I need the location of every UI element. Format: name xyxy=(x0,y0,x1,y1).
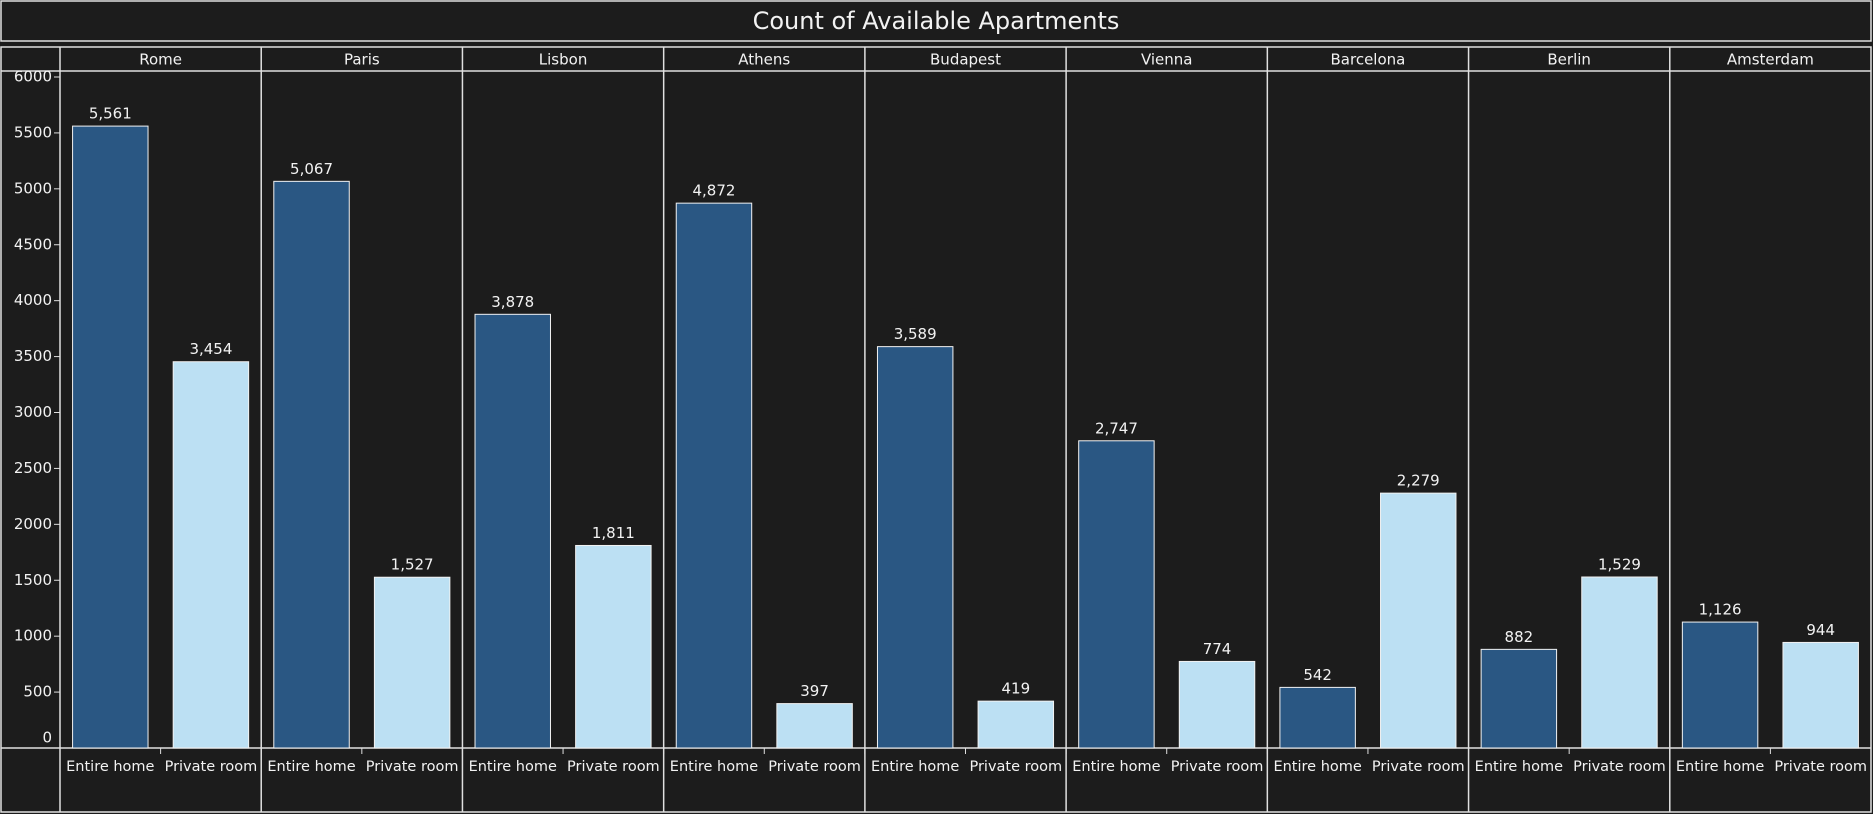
y-tick-label: 1500 xyxy=(14,571,52,589)
x-tick-label: Private room xyxy=(1372,759,1465,775)
value-label: 542 xyxy=(1303,666,1332,684)
x-tick-label: Entire home xyxy=(670,759,758,775)
bar xyxy=(373,576,451,749)
x-tick-label: Entire home xyxy=(267,759,355,775)
value-label: 1,529 xyxy=(1598,556,1641,574)
value-label: 4,872 xyxy=(692,182,735,200)
bar xyxy=(977,700,1055,749)
value-label: 1,811 xyxy=(592,524,635,542)
y-tick-label: 2000 xyxy=(14,515,52,533)
x-tick-label: Entire home xyxy=(871,759,959,775)
value-label: 397 xyxy=(800,682,829,700)
value-label: 5,561 xyxy=(89,105,132,123)
bar xyxy=(474,313,551,749)
x-tick-label: Private room xyxy=(1774,759,1867,775)
y-tick-label: 1000 xyxy=(14,627,52,645)
bar xyxy=(1178,660,1256,749)
panel-header: Barcelona xyxy=(1331,51,1406,69)
panel-header: Budapest xyxy=(930,51,1001,69)
value-label: 1,527 xyxy=(391,556,434,574)
panel-header: Amsterdam xyxy=(1727,51,1814,69)
value-label: 419 xyxy=(1001,680,1030,698)
y-tick-label: 5000 xyxy=(14,179,52,197)
bar xyxy=(1279,686,1356,749)
bar xyxy=(675,202,753,749)
bar xyxy=(1782,641,1859,749)
y-tick-label: 500 xyxy=(23,683,52,701)
panel-header: Berlin xyxy=(1547,51,1591,69)
value-label: 882 xyxy=(1505,628,1534,646)
x-tick-label: Private room xyxy=(165,759,258,775)
value-label: 3,589 xyxy=(894,325,937,343)
y-tick-label: 2500 xyxy=(14,459,52,477)
title-frame xyxy=(0,0,1872,42)
chart-frame xyxy=(0,46,1872,813)
x-tick-label: Entire home xyxy=(66,759,154,775)
bar xyxy=(1581,576,1658,749)
bar xyxy=(273,180,350,749)
panel-header: Vienna xyxy=(1141,51,1193,69)
x-tick-label: Entire home xyxy=(1072,759,1160,775)
x-tick-label: Entire home xyxy=(1273,759,1361,775)
x-tick-label: Entire home xyxy=(1676,759,1764,775)
x-tick-label: Private room xyxy=(768,759,861,775)
panel-header: Rome xyxy=(139,51,182,69)
y-tick-label: 3000 xyxy=(14,403,52,421)
value-label: 3,454 xyxy=(189,340,232,358)
x-tick-label: Private room xyxy=(1171,759,1264,775)
bar xyxy=(1480,648,1558,749)
bar xyxy=(575,544,652,749)
y-tick-label: 4500 xyxy=(14,235,52,253)
value-label: 2,279 xyxy=(1397,472,1440,490)
y-tick-label: 0 xyxy=(42,729,52,747)
chart-title: Count of Available Apartments xyxy=(753,7,1120,35)
bar xyxy=(172,361,250,749)
bar xyxy=(1078,440,1155,749)
x-tick-label: Private room xyxy=(366,759,459,775)
bar xyxy=(1380,492,1457,749)
x-tick-label: Private room xyxy=(567,759,660,775)
x-tick-label: Private room xyxy=(1573,759,1666,775)
x-tick-label: Private room xyxy=(969,759,1062,775)
value-label: 3,878 xyxy=(491,293,534,311)
bar xyxy=(72,125,149,749)
bar xyxy=(876,346,954,749)
value-label: 774 xyxy=(1203,640,1232,658)
value-label: 944 xyxy=(1806,621,1835,639)
bar xyxy=(776,703,853,749)
value-label: 2,747 xyxy=(1095,419,1138,437)
y-tick-label: 5500 xyxy=(14,123,52,141)
bar xyxy=(1681,621,1759,749)
panel-header: Lisbon xyxy=(539,51,588,69)
y-tick-label: 6000 xyxy=(14,68,52,86)
panel-header: Athens xyxy=(738,51,790,69)
x-tick-label: Entire home xyxy=(469,759,557,775)
panel-header: Paris xyxy=(344,51,380,69)
y-tick-label: 4000 xyxy=(14,291,52,309)
y-tick-label: 3500 xyxy=(14,347,52,365)
value-label: 1,126 xyxy=(1699,601,1742,619)
value-label: 5,067 xyxy=(290,160,333,178)
x-tick-label: Entire home xyxy=(1475,759,1563,775)
